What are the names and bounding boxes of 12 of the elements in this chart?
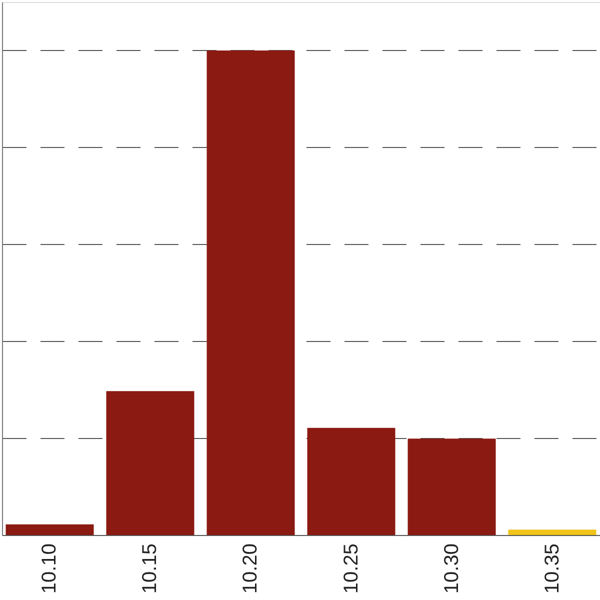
x-tick-label: 10.25	[340, 544, 362, 594]
bar	[408, 438, 496, 535]
bar	[508, 530, 596, 535]
x-tick-label: 10.35	[541, 544, 564, 594]
bar	[106, 391, 194, 535]
bar	[6, 524, 94, 535]
bar	[307, 428, 396, 535]
x-tick-label: 10.30	[440, 544, 463, 594]
x-tick-label: 10.15	[139, 544, 162, 594]
x-tick-label: 10.20	[240, 544, 262, 594]
bar	[206, 50, 295, 535]
x-tick-label: 10.10	[38, 544, 61, 594]
